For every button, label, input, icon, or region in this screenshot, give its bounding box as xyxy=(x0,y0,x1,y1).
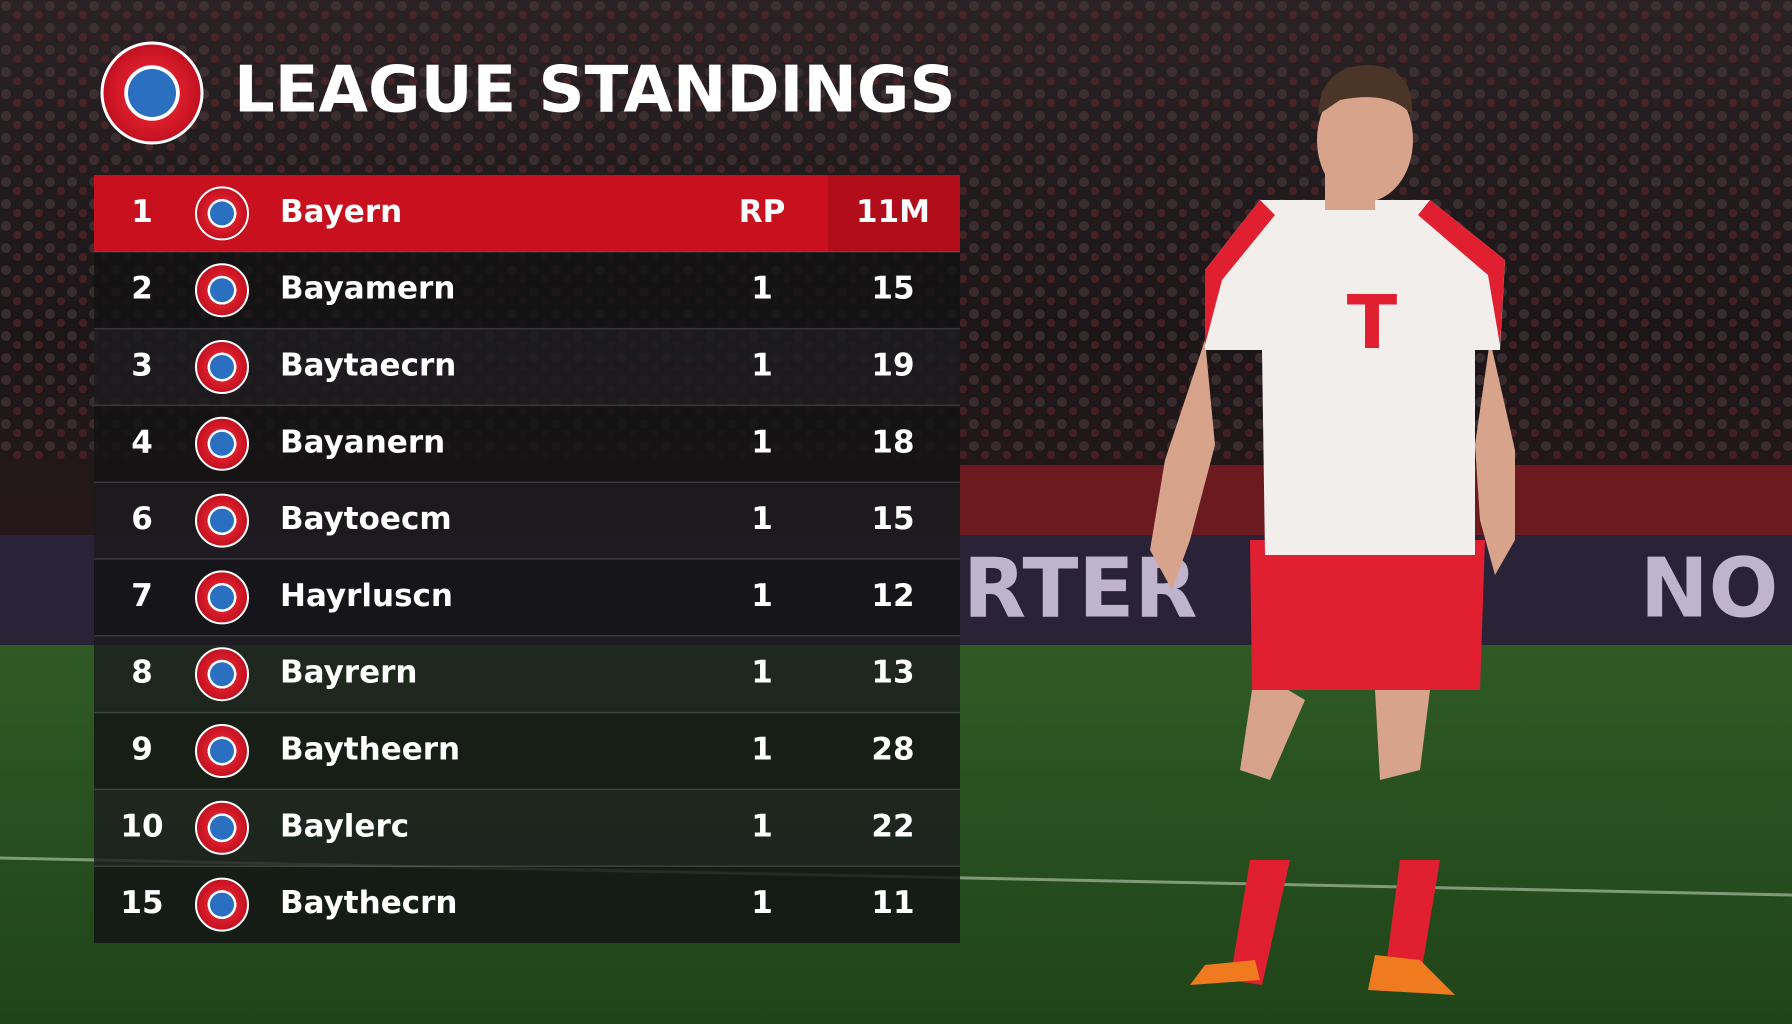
points: 11 xyxy=(871,885,914,921)
standings-row: 10 Baylerc 1 22 xyxy=(94,788,960,867)
played: 1 xyxy=(751,271,773,307)
points: 18 xyxy=(871,424,914,460)
team-name: Bayern xyxy=(280,194,402,230)
team-logo-center xyxy=(210,662,234,687)
points: 12 xyxy=(871,578,914,614)
rank: 1 xyxy=(131,194,153,230)
played: RP xyxy=(739,194,786,230)
points: 15 xyxy=(871,501,914,537)
standings-row: 2 Bayamern 1 15 xyxy=(94,251,960,329)
team-logo-center xyxy=(210,892,234,917)
team-name: Bayanern xyxy=(280,424,445,460)
rank: 7 xyxy=(131,578,153,614)
played: 1 xyxy=(751,885,773,921)
team-name: Baytheern xyxy=(280,732,460,768)
rank: 2 xyxy=(131,271,153,307)
team-name: Baytoecm xyxy=(280,501,452,537)
team-name: Bayamern xyxy=(280,271,455,307)
standings-row: 6 Baytoecm 1 15 xyxy=(94,481,960,559)
team-name: Bayrern xyxy=(280,655,417,691)
rank: 15 xyxy=(120,885,163,921)
rank: 3 xyxy=(131,348,153,384)
team-name: Baytaecrn xyxy=(280,348,456,384)
played: 1 xyxy=(751,348,773,384)
team-logo-center xyxy=(210,739,234,763)
team-logo-center xyxy=(210,508,234,533)
team-logo-center xyxy=(210,585,234,610)
team-name: Hayrluscn xyxy=(280,578,453,614)
team-logo-center xyxy=(210,431,234,456)
standings-row: 8 Bayrern 1 13 xyxy=(94,635,960,713)
title: LEAGUE STANDINGS xyxy=(234,54,956,128)
standings-row: 3 Baytaecrn 1 19 xyxy=(94,327,960,406)
points: 22 xyxy=(871,808,914,844)
rank: 6 xyxy=(131,501,153,537)
team-name: Baythecrn xyxy=(280,885,457,921)
points: 28 xyxy=(871,732,914,768)
player: T xyxy=(1150,65,1515,995)
played: 1 xyxy=(751,501,773,537)
rank: 8 xyxy=(131,655,153,691)
ad-board-text: NO xyxy=(1640,541,1778,636)
points: 15 xyxy=(871,271,914,307)
played: 1 xyxy=(751,578,773,614)
points: 11M xyxy=(856,194,930,230)
team-name: Baylerc xyxy=(280,808,409,844)
rank: 9 xyxy=(131,732,153,768)
standings-row: 1 Bayern RP 11M xyxy=(94,175,960,252)
standings-row: 15 Baythecrn 1 11 xyxy=(94,865,960,943)
rank: 10 xyxy=(120,808,163,844)
standings-row: 7 Hayrluscn 1 12 xyxy=(94,558,960,636)
rank: 4 xyxy=(131,424,153,460)
points: 19 xyxy=(871,348,914,384)
played: 1 xyxy=(751,655,773,691)
club-logo-center xyxy=(128,69,176,117)
played: 1 xyxy=(751,732,773,768)
played: 1 xyxy=(751,808,773,844)
played: 1 xyxy=(751,424,773,460)
team-logo-center xyxy=(210,355,234,379)
shirt-sponsor-mark: T xyxy=(1347,280,1398,366)
points: 13 xyxy=(871,655,914,691)
row-highlight xyxy=(828,175,960,252)
standings-row: 4 Bayanern 1 18 xyxy=(94,404,960,483)
team-logo-center xyxy=(210,201,234,226)
team-logo-center xyxy=(210,278,234,303)
standings-row: 9 Baytheern 1 28 xyxy=(94,711,960,790)
team-logo-center xyxy=(210,815,234,840)
